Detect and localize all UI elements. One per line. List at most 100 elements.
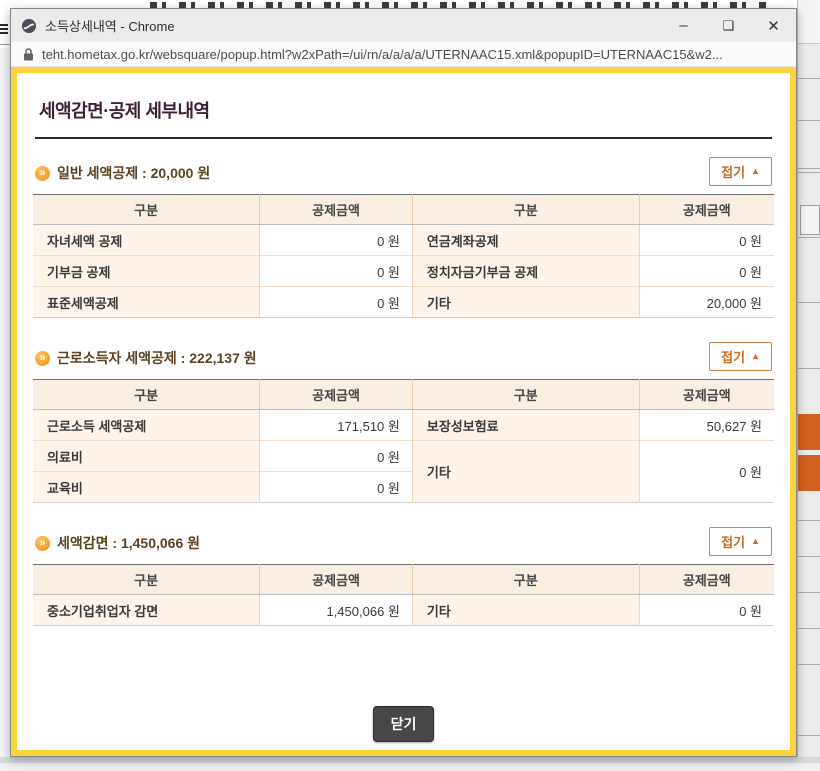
row-label: 연금계좌공제 [411,224,640,256]
column-header: 구분 [411,564,640,595]
popup-window: 소득상세내역 - Chrome – ❑ ✕ teht.hometax.go.kr… [10,8,797,757]
background-divider [798,664,820,665]
row-value: 0 원 [259,440,413,472]
chevron-up-icon: ▲ [751,166,760,176]
row-value: 0 원 [259,286,413,318]
table-row: 중소기업취업자 감면 1,450,066 원 기타 0 원 [33,594,774,626]
table-row: 교육비 0 원 [33,471,774,503]
background-divider [798,172,820,173]
row-label: 보장성보험료 [411,409,640,441]
row-value: 0 원 [638,255,774,287]
row-value: 0 원 [259,471,413,503]
background-divider [798,592,820,593]
collapse-label: 접기 [721,535,746,550]
collapse-label: 접기 [721,165,746,180]
title-divider [35,137,772,139]
window-title: 소득상세내역 - Chrome [45,19,175,34]
table-row: 근로소득 세액공제 171,510 원 보장성보험료 50,627 원 [33,409,774,441]
popup-content: 세액감면·공제 세부내역 » 일반 세액공제 : 20,000 원 접기 ▲ 구… [11,67,796,756]
collapse-label: 접기 [721,350,746,365]
table-row: 자녀세액 공제 0 원 연금계좌공제 0 원 [33,224,774,256]
row-value: 0 원 [638,440,774,503]
table-header-row: 구분 공제금액 구분 공제금액 [33,379,774,410]
table-row: 의료비 0 원 기타 0 원 [33,440,774,503]
column-header: 구분 [33,194,260,225]
general-deduction-table: 구분 공제금액 구분 공제금액 자녀세액 공제 0 원 연금계좌공제 0 원 기… [33,194,774,318]
background-button-fragment [800,205,820,235]
background-divider [798,735,820,736]
section-bullet-icon: » [35,350,50,366]
section-earned-income-deduction-header: » 근로소득자 세액공제 : 222,137 원 접기 ▲ [35,342,772,371]
section-title: » 근로소득자 세액공제 : 222,137 원 [35,348,257,371]
row-value: 0 원 [259,255,413,287]
chevron-up-icon: ▲ [751,351,760,361]
section-bullet-icon: » [35,165,50,181]
background-divider [798,368,820,369]
close-popup-button[interactable]: 닫기 [372,706,435,742]
collapse-button[interactable]: 접기 ▲ [709,527,772,556]
section-bullet-icon: » [35,535,50,551]
column-header: 공제금액 [638,564,774,595]
collapse-button[interactable]: 접기 ▲ [709,157,772,186]
row-value: 0 원 [638,594,774,626]
row-value: 0 원 [259,224,413,256]
section-title-text: 근로소득자 세액공제 : 222,137 원 [57,350,257,366]
background-page-bottom [0,757,820,771]
collapse-button[interactable]: 접기 ▲ [709,342,772,371]
background-page-top [0,0,820,10]
chevron-up-icon: ▲ [751,536,760,546]
column-header: 공제금액 [259,379,413,410]
background-divider [798,302,820,303]
background-divider [798,237,820,238]
section-general-deduction-header: » 일반 세액공제 : 20,000 원 접기 ▲ [35,157,772,186]
row-label: 기타 [411,286,640,318]
section-title-text: 일반 세액공제 : 20,000 원 [57,165,211,181]
minimize-button[interactable]: – [661,9,706,42]
row-value: 0 원 [638,224,774,256]
row-label: 기타 [411,594,640,626]
column-header: 공제금액 [259,194,413,225]
background-divider [798,78,820,79]
column-header: 공제금액 [638,194,774,225]
tax-reduction-table: 구분 공제금액 구분 공제금액 중소기업취업자 감면 1,450,066 원 기… [33,564,774,626]
table-header-row: 구분 공제금액 구분 공제금액 [33,194,774,225]
background-orange-block [798,414,820,450]
row-label: 의료비 [33,440,260,472]
background-right-header [798,0,820,44]
window-controls: – ❑ ✕ [661,9,796,42]
row-value: 20,000 원 [638,286,774,318]
background-page-right [797,0,820,771]
section-title: » 일반 세액공제 : 20,000 원 [35,163,210,186]
url-bar[interactable]: teht.hometax.go.kr/websquare/popup.html?… [11,42,796,67]
row-label: 중소기업취업자 감면 [33,594,260,626]
background-clipped-text [150,2,770,8]
row-value: 50,627 원 [638,409,774,441]
row-label: 기부금 공제 [33,255,260,287]
footer: 닫기 [33,706,774,742]
section-title-text: 세액감면 : 1,450,066 원 [57,535,201,551]
background-divider [798,520,820,521]
row-value: 171,510 원 [259,409,413,441]
row-label: 정치자금기부금 공제 [411,255,640,287]
table-header-row: 구분 공제금액 구분 공제금액 [33,564,774,595]
background-divider [798,556,820,557]
maximize-button[interactable]: ❑ [706,9,751,42]
row-value: 1,450,066 원 [259,594,413,626]
column-header: 구분 [33,379,260,410]
background-left-text-fragment [0,24,8,35]
row-label: 교육비 [33,471,260,503]
background-orange-block [798,455,820,491]
window-titlebar[interactable]: 소득상세내역 - Chrome – ❑ ✕ [11,9,796,42]
section-tax-reduction-header: » 세액감면 : 1,450,066 원 접기 ▲ [35,527,772,556]
background-divider [798,628,820,629]
url-text: teht.hometax.go.kr/websquare/popup.html?… [42,46,723,62]
row-label: 기타 [411,440,640,503]
lock-icon[interactable] [23,47,34,61]
row-label: 근로소득 세액공제 [33,409,260,441]
site-favicon-icon [22,18,36,33]
row-label: 표준세액공제 [33,286,260,318]
close-window-button[interactable]: ✕ [751,9,796,42]
table-row: 표준세액공제 0 원 기타 20,000 원 [33,286,774,318]
column-header: 구분 [411,194,640,225]
